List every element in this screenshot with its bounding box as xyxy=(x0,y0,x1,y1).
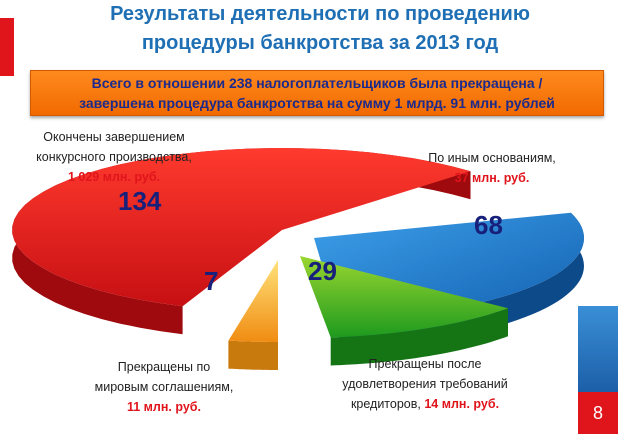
pie-slice-green xyxy=(300,256,508,366)
label-orange-amount: 11 млн. руб. xyxy=(127,400,201,414)
label-green-line-1: Прекращены после xyxy=(368,357,482,371)
left-accent-tab xyxy=(0,18,14,76)
summary-banner: Всего в отношении 238 налогоплательщиков… xyxy=(30,70,604,116)
label-red-line-2: конкурсного производства, xyxy=(36,150,192,164)
pie-slice-side-orange xyxy=(228,340,278,370)
title-line-2: процедуры банкротства за 2013 год xyxy=(141,32,499,54)
pie-slice-orange xyxy=(228,260,278,370)
right-accent-bar xyxy=(578,306,618,392)
page-number: 8 xyxy=(578,392,618,434)
label-green-amount: 14 млн. руб. xyxy=(424,397,500,411)
pie-slice-red xyxy=(12,148,471,335)
page-title: Результаты деятельности по проведению пр… xyxy=(40,0,600,58)
label-blue: По иным основаниям, 37 млн. руб. xyxy=(392,148,592,188)
label-green: Прекращены после удовлетворения требован… xyxy=(320,354,530,414)
label-green-line-3: кредиторов, xyxy=(350,397,421,411)
label-blue-amount: 37 млн. руб. xyxy=(454,171,530,185)
value-label-orange: 7 xyxy=(204,266,219,296)
label-red-amount: 1 029 млн. руб. xyxy=(67,170,161,184)
label-blue-line-1: По иным основаниям, xyxy=(428,151,556,165)
pie-slice-top-green xyxy=(300,256,508,338)
label-orange-line-2: мировым соглашениям, xyxy=(94,380,234,394)
summary-line-1: Всего в отношении 238 налогоплательщиков… xyxy=(91,75,543,91)
value-label-blue: 68 xyxy=(474,210,503,240)
pie-slice-side-blue xyxy=(338,212,584,348)
summary-line-2: завершена процедура банкротства на сумму… xyxy=(79,95,555,111)
label-red-line-1: Окончены завершением xyxy=(43,130,185,144)
label-red: Окончены завершением конкурсного произво… xyxy=(14,127,214,187)
value-label-red: 134 xyxy=(118,186,162,216)
label-orange: Прекращены по мировым соглашениям, 11 мл… xyxy=(66,357,262,417)
value-label-green: 29 xyxy=(308,256,337,286)
pie-slice-side-green xyxy=(330,308,508,366)
pie-slice-top-orange xyxy=(228,260,278,342)
label-green-line-2: удовлетворения требований xyxy=(342,377,508,391)
title-line-1: Результаты деятельности по проведению xyxy=(110,3,530,25)
label-orange-line-1: Прекращены по xyxy=(117,360,211,374)
pie-slice-top-red xyxy=(12,148,471,307)
